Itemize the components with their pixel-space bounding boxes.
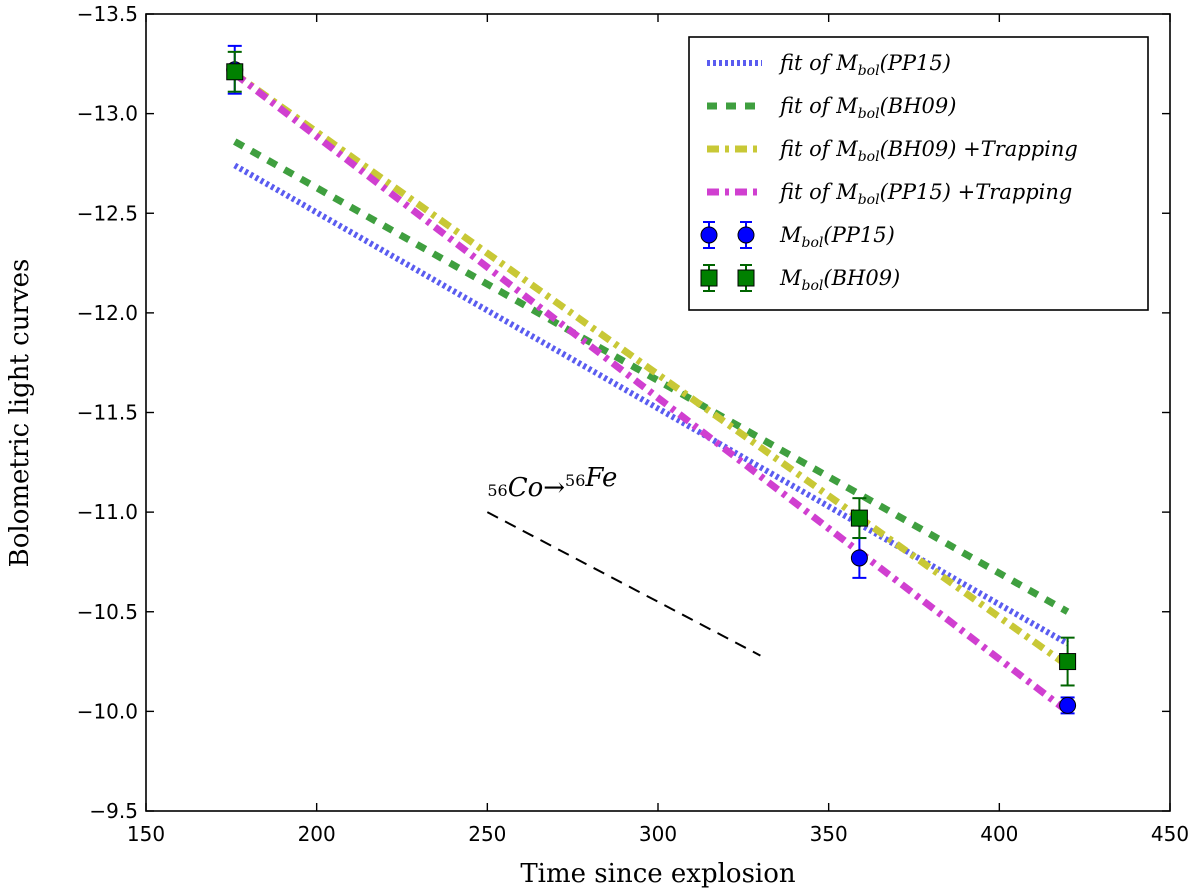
fit-line-4 <box>232 70 1070 715</box>
decay-label-part: 56 <box>487 481 507 500</box>
legend-label-fit-2: fit of Mbol(BH09) <box>778 94 956 122</box>
x-axis-title: Time since explosion <box>520 859 796 889</box>
legend-text-main: fit of M <box>778 94 858 118</box>
legend-text-main: fit of M <box>778 137 858 161</box>
y-tick-label: −13.0 <box>77 102 138 126</box>
legend-text-rest: (BH09) <box>880 94 957 118</box>
legend-text-sub: bol <box>858 63 880 79</box>
legend-text-sub: bol <box>802 235 824 251</box>
legend-box <box>688 36 1149 311</box>
legend: fit of Mbol(PP15)fit of Mbol(BH09)fit of… <box>688 36 1149 311</box>
x-tick-label: 350 <box>810 822 848 846</box>
legend-text-sub: bol <box>802 278 824 294</box>
legend-label-data-2: Mbol(BH09) <box>779 266 900 294</box>
decay-label-part: Fe <box>584 463 617 493</box>
decay-label-part: Co <box>508 473 544 503</box>
legend-text-rest: (PP15) +Trapping <box>880 180 1073 204</box>
legend-text-main: fit of M <box>778 180 858 204</box>
y-tick-label: −13.5 <box>77 2 138 26</box>
legend-text-sub: bol <box>858 106 880 122</box>
x-tick-label: 300 <box>639 822 677 846</box>
decay-slope-line <box>486 511 761 657</box>
legend-text-sub: bol <box>858 149 880 165</box>
legend-text-rest: (PP15) <box>880 51 951 75</box>
legend-marker-square <box>737 269 755 287</box>
legend-text-main: fit of M <box>778 51 858 75</box>
legend-label-data-1: Mbol(PP15) <box>779 223 895 251</box>
fit-line-2 <box>233 138 1070 615</box>
decay-annotation: 56Co→56Fe <box>486 463 761 657</box>
y-tick-label: −10.5 <box>77 600 138 624</box>
x-tick-label: 250 <box>468 822 506 846</box>
legend-label-fit-4: fit of Mbol(PP15) +Trapping <box>778 180 1072 208</box>
decay-label-part: 56 <box>565 471 585 490</box>
decay-label: 56Co→56Fe <box>487 463 617 503</box>
legend-marker-circle <box>700 226 718 244</box>
y-tick-label: −11.5 <box>77 401 138 425</box>
x-tick-label: 400 <box>980 822 1018 846</box>
y-tick-label: −12.0 <box>77 301 138 325</box>
ticks-layer: 150 200 250 300 350 400 450 −13.5 −13.0 −12.5 −12.… <box>77 2 1189 846</box>
y-tick-label: −9.5 <box>89 799 138 823</box>
legend-marker-square <box>700 269 718 287</box>
legend-label-fit-3: fit of Mbol(BH09) +Trapping <box>778 137 1078 165</box>
legend-label-fit-1: fit of Mbol(PP15) <box>778 51 951 79</box>
y-tick-label: −10.0 <box>77 699 138 723</box>
data-point-pp15 <box>850 549 868 567</box>
data-point-pp15 <box>1059 696 1077 714</box>
fit-line-3 <box>232 70 1070 669</box>
y-tick-label: −11.0 <box>77 500 138 524</box>
y-axis-title: Bolometric light curves <box>5 259 35 568</box>
decay-label-part: → <box>543 473 565 503</box>
legend-text-sub: bol <box>858 192 880 208</box>
x-tick-label: 150 <box>127 822 165 846</box>
legend-marker-circle <box>737 226 755 244</box>
legend-text-rest: (PP15) <box>823 223 894 247</box>
data-point-bh09 <box>226 63 244 81</box>
legend-text-rest: (BH09) <box>823 266 900 290</box>
data-point-bh09 <box>1059 653 1077 671</box>
legend-text-main: M <box>779 266 802 290</box>
data-point-bh09 <box>850 509 868 527</box>
x-tick-label: 200 <box>298 822 336 846</box>
legend-entries: fit of Mbol(PP15)fit of Mbol(BH09)fit of… <box>700 51 1078 294</box>
legend-text-main: M <box>779 223 802 247</box>
y-tick-label: −12.5 <box>77 201 138 225</box>
legend-text-rest: (BH09) +Trapping <box>880 137 1078 161</box>
marks-layer <box>226 44 1077 715</box>
x-tick-label: 450 <box>1151 822 1189 846</box>
